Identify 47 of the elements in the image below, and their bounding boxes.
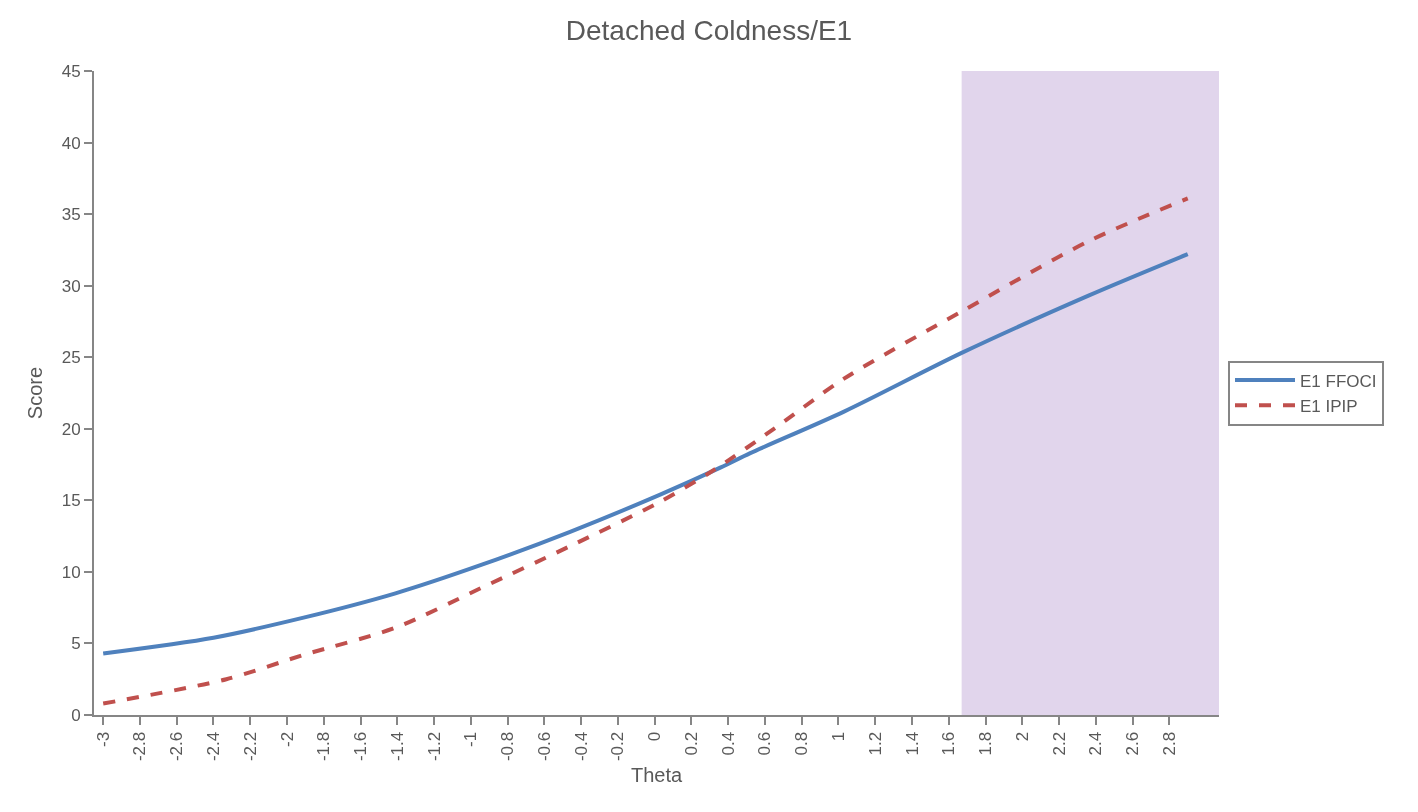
x-tick-label: 1.4 <box>902 731 922 756</box>
x-tick-label: -1.2 <box>424 731 444 762</box>
y-tick-label: 35 <box>61 205 81 225</box>
y-tick-label: 30 <box>61 276 81 296</box>
x-tick-label: 0.4 <box>718 731 738 756</box>
x-tick-label: 2.6 <box>1123 731 1143 756</box>
chart-title: Detached Coldness/E1 <box>565 14 853 46</box>
x-tick-label: -0.2 <box>608 731 628 762</box>
x-tick-label: 2.8 <box>1159 731 1179 756</box>
y-tick-label: 25 <box>61 348 81 368</box>
y-tick-label: 10 <box>61 562 81 582</box>
legend-label: E1 IPIP <box>1300 396 1358 416</box>
x-tick-label: -0.4 <box>571 731 591 762</box>
line-series <box>101 196 1190 706</box>
y-tick-label: 20 <box>61 419 81 439</box>
y-tick-label: 45 <box>61 61 81 81</box>
legend-label: E1 FFOCI <box>1300 371 1377 391</box>
x-tick-label: 1.2 <box>865 731 885 756</box>
x-tick-label: -1.8 <box>314 731 334 762</box>
y-tick-label: 40 <box>61 133 81 153</box>
x-tick-label: -3 <box>93 731 113 747</box>
y-axis-title: Score <box>23 366 46 420</box>
x-tick-label: -1.6 <box>351 731 371 762</box>
x-tick-label: 1 <box>829 731 849 742</box>
x-tick-label: -0.8 <box>498 731 518 762</box>
x-tick-label: -2.8 <box>130 731 150 762</box>
x-tick-label: -0.6 <box>534 731 554 762</box>
x-tick-label: -2.4 <box>204 731 224 762</box>
x-tick-label: 0 <box>645 731 665 742</box>
y-tick-label: 15 <box>61 491 81 511</box>
x-tick-label: -2 <box>277 731 297 747</box>
x-tick-label: 2 <box>1012 731 1032 742</box>
x-tick-label: 1.6 <box>939 731 959 756</box>
x-tick-label: 2.4 <box>1086 731 1106 756</box>
x-tick-label: 1.8 <box>976 731 996 756</box>
y-tick-label: 0 <box>71 705 81 725</box>
x-tick-label: -1.4 <box>387 731 407 762</box>
x-tick-label: 0.2 <box>681 731 701 756</box>
line-series <box>101 252 1190 656</box>
x-tick-label: 0.8 <box>792 731 812 756</box>
x-tick-label: -2.6 <box>167 731 187 762</box>
x-tick-label: 2.2 <box>1049 731 1069 756</box>
y-tick-label: 5 <box>71 634 81 654</box>
x-axis-title: Theta <box>630 764 683 787</box>
x-tick-label: 0.6 <box>755 731 775 756</box>
x-tick-label: -2.2 <box>240 731 260 762</box>
x-tick-label: -1 <box>461 731 481 747</box>
